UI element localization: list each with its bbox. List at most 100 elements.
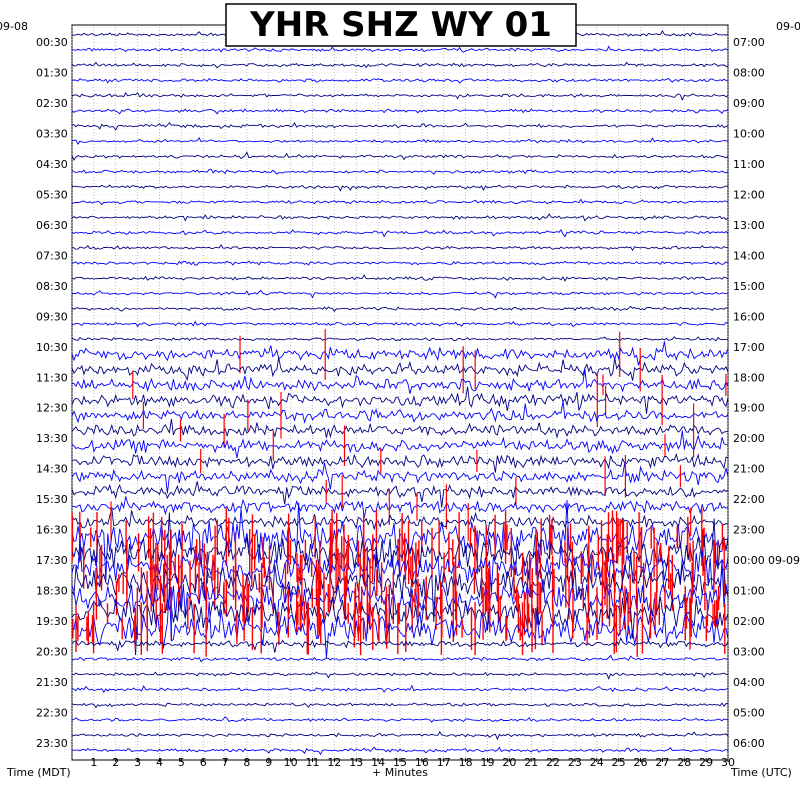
left-time-label: 09:30	[36, 310, 68, 323]
x-tick-label: 21	[524, 756, 538, 769]
right-date-label-top: 09-0	[776, 20, 800, 33]
x-tick-label: 1	[90, 756, 97, 769]
left-time-label: 05:30	[36, 189, 68, 202]
right-time-label: 12:00	[733, 189, 765, 202]
x-tick-label: 17	[437, 756, 451, 769]
x-tick-label: 16	[415, 756, 429, 769]
right-time-label: 14:00	[733, 249, 765, 262]
x-tick-label: 29	[699, 756, 713, 769]
clip-spikes	[110, 501, 692, 543]
left-time-label: 18:30	[36, 584, 68, 597]
left-time-label: 17:30	[36, 554, 68, 567]
seismic-trace	[71, 320, 729, 328]
right-axis-label: Time (UTC)	[730, 766, 792, 779]
x-tick-label: 4	[156, 756, 163, 769]
left-time-label: 01:30	[36, 67, 68, 80]
x-ticks: 1 2 3 4 5 6 7 8 9 10 11 12 13 14 15 16 17 18 19 20 21 22 23 24 2…	[90, 756, 735, 769]
seismic-trace	[71, 305, 729, 313]
left-time-label: 12:30	[36, 402, 68, 415]
x-tick-label: 24	[590, 756, 604, 769]
seismic-trace	[71, 636, 729, 653]
seismic-trace	[71, 716, 729, 723]
seismic-trace	[71, 357, 729, 382]
seismic-trace	[71, 386, 729, 414]
x-tick-label: 2	[112, 756, 119, 769]
right-time-label: 10:00	[733, 128, 765, 141]
minute-grid	[71, 24, 729, 761]
seismic-trace	[71, 289, 729, 299]
left-time-label: 04:30	[36, 158, 68, 171]
seismic-trace	[71, 684, 729, 693]
x-tick-label: 12	[327, 756, 341, 769]
seismic-trace	[71, 151, 729, 161]
seismic-trace	[71, 228, 729, 238]
right-time-label: 02:00	[733, 615, 765, 628]
clip-spikes	[272, 425, 666, 467]
left-time-label: 20:30	[36, 645, 68, 658]
x-tick-label: 19	[480, 756, 494, 769]
right-time-label: 00:00	[733, 554, 765, 567]
clip-spikes	[106, 584, 719, 642]
chart-title: YHR SHZ WY 01	[249, 5, 552, 45]
seismic-trace	[71, 168, 729, 175]
left-time-label: 03:30	[36, 128, 68, 141]
left-time-label: 02:30	[36, 97, 68, 110]
x-tick-label: 13	[349, 756, 363, 769]
right-time-label: 06:00	[733, 737, 765, 750]
left-time-label: 08:30	[36, 280, 68, 293]
seismic-trace	[71, 654, 729, 663]
right-time-label: 01:00	[733, 584, 765, 597]
seismic-trace	[71, 369, 729, 394]
seismic-trace	[71, 91, 729, 101]
x-tick-label: 26	[634, 756, 648, 769]
seismic-trace	[71, 671, 729, 680]
clip-spikes	[72, 600, 726, 657]
left-time-label: 22:30	[36, 706, 68, 719]
left-time-label: 06:30	[36, 219, 68, 232]
x-tick-label: 25	[612, 756, 626, 769]
left-time-label: 00:30	[36, 36, 68, 49]
clip-spikes	[132, 370, 727, 400]
seismic-trace	[71, 213, 729, 222]
seismic-trace	[71, 462, 729, 494]
seismic-trace	[71, 274, 729, 282]
title-box	[225, 3, 577, 47]
right-time-label: 17:00	[733, 341, 765, 354]
x-tick-label: 8	[243, 756, 250, 769]
left-time-label: 21:30	[36, 676, 68, 689]
seismic-trace	[71, 481, 729, 508]
x-tick-label: 18	[459, 756, 473, 769]
left-time-labels: 00:30 01:30 02:30 03:30 04:30 05:30 06:30 07:30…	[36, 36, 68, 750]
x-tick-label: 5	[178, 756, 185, 769]
x-tick-label: 15	[393, 756, 407, 769]
right-time-labels: 07:00 08:00 09:00 10:00 11:00 12:00 13:00 14:00…	[733, 36, 800, 750]
right-time-label: 16:00	[733, 310, 765, 323]
right-time-label: 20:00	[733, 432, 765, 445]
right-time-label: 15:00	[733, 280, 765, 293]
clip-spikes	[239, 329, 621, 380]
right-time-label: 05:00	[733, 706, 765, 719]
right-time-label: 22:00	[733, 493, 765, 506]
seismic-trace	[71, 244, 729, 252]
clip-spikes	[142, 392, 282, 439]
x-tick-label: 11	[306, 756, 320, 769]
right-time-label: 19:00	[733, 402, 765, 415]
seismic-trace	[71, 198, 729, 206]
x-tick-label: 23	[568, 756, 582, 769]
seismic-trace	[71, 108, 729, 115]
left-time-label: 07:30	[36, 249, 68, 262]
right-time-label: 03:00	[733, 645, 765, 658]
x-tick-label: 14	[371, 756, 385, 769]
right-time-label: 21:00	[733, 463, 765, 476]
left-axis-label: Time (MDT)	[6, 766, 71, 779]
seismic-trace	[71, 77, 729, 84]
bottom-axis-label: + Minutes	[372, 766, 428, 779]
right-time-label: 09:00	[733, 97, 765, 110]
right-date-label-mid: 09-09	[768, 554, 800, 567]
seismic-trace	[71, 336, 729, 342]
x-tick-label: 20	[502, 756, 516, 769]
x-tick-label: 10	[284, 756, 298, 769]
seismic-trace	[71, 400, 729, 424]
